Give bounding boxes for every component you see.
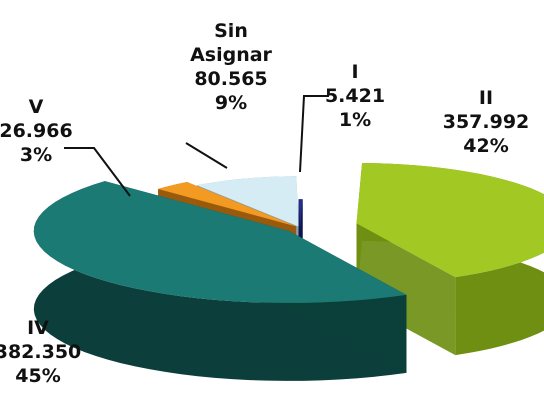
label-iv: IV 382.350 45%: [0, 317, 81, 387]
label-sin-asignar-line-3: 9%: [215, 92, 247, 114]
label-i-line-0: I: [351, 61, 358, 83]
slice-top-iv: [33, 181, 407, 303]
label-i-line-1: 5.421: [325, 85, 385, 107]
pie-slices: [33, 162, 544, 381]
leader-i: [299, 95, 329, 173]
label-v-line-2: 3%: [20, 144, 52, 166]
slice-iv: [33, 181, 407, 381]
leader-lines: [64, 95, 329, 197]
label-ii-line-0: II: [479, 87, 493, 109]
leader-sin-asignar: [185, 142, 228, 169]
label-v-line-1: 26.966: [0, 120, 73, 142]
label-i: I 5.421 1%: [325, 61, 385, 131]
label-iv-line-2: 45%: [15, 365, 60, 387]
slice-side-iv: [33, 181, 407, 381]
data-labels: I 5.421 1%II 357.992 42%IV 382.350 45%V 26.966 3…: [0, 20, 529, 387]
slice-top-ii: [356, 162, 544, 278]
label-sin-asignar-line-2: 80.565: [194, 68, 267, 90]
label-iv-line-1: 382.350: [0, 341, 81, 363]
label-iv-line-0: IV: [27, 317, 49, 339]
label-v-line-0: V: [29, 96, 44, 118]
label-ii-line-2: 42%: [463, 135, 508, 157]
label-v: V 26.966 3%: [0, 96, 73, 166]
label-ii-line-1: 357.992: [443, 111, 530, 133]
label-i-line-2: 1%: [339, 109, 371, 131]
label-sin-asignar-line-1: Asignar: [190, 44, 272, 66]
slice-ii: [356, 162, 544, 356]
slice-wall-ii-1: [356, 223, 456, 356]
slice-top-sin-asignar: [196, 176, 299, 227]
slice-top-v: [158, 182, 297, 227]
label-ii: II 357.992 42%: [443, 87, 530, 157]
label-sin-asignar-line-0: Sin: [214, 20, 248, 42]
leader-v: [64, 147, 131, 197]
label-sin-asignar: Sin Asignar 80.565 9%: [190, 20, 272, 114]
slice-top-i: [298, 199, 303, 228]
